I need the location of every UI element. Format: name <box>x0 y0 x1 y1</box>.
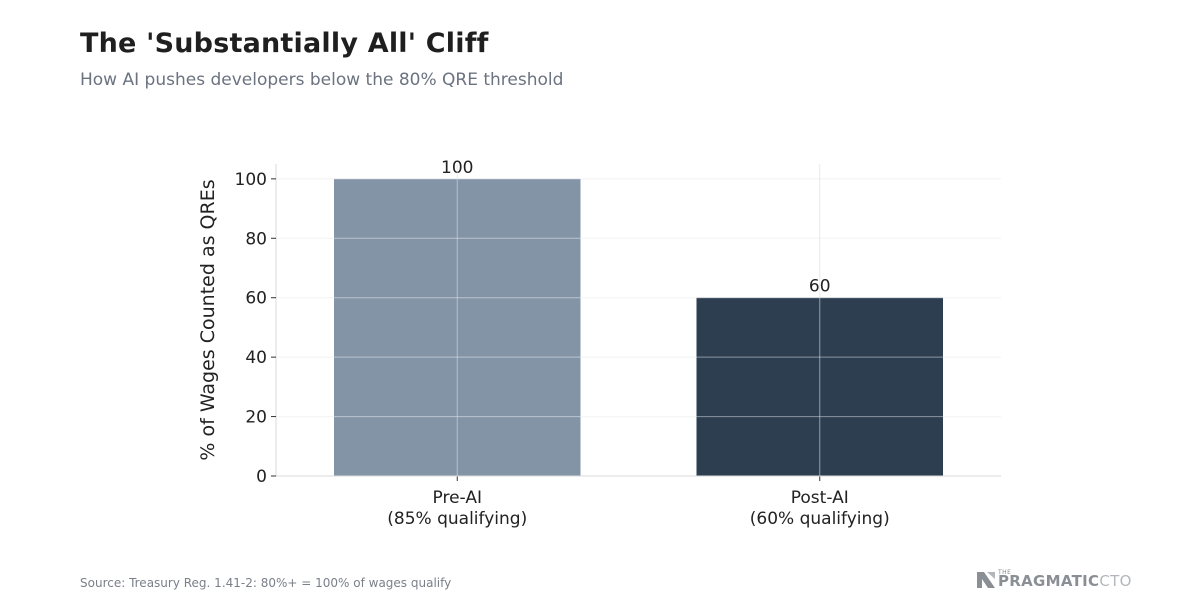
x-tick-label: (60% qualifying) <box>750 509 890 529</box>
bar-chart: 100 Pre-AI(85% qualifying) 60 Post-AI(60% q… <box>197 158 1001 529</box>
source-note: Source: Treasury Reg. 1.41-2: 80%+ = 100… <box>80 576 452 590</box>
y-axis-title: % of Wages Counted as QREs <box>197 179 219 460</box>
logo-wordmark: THE PRAGMATICCTO <box>998 569 1132 590</box>
x-tick-label: Post-AI <box>791 488 849 508</box>
y-tick-label: 80 <box>245 229 267 249</box>
brand-logo: THE PRAGMATICCTO <box>975 566 1132 590</box>
x-tick-label: (85% qualifying) <box>387 509 527 529</box>
y-tick-label: 40 <box>245 348 267 368</box>
logo-cto: CTO <box>1099 572 1132 590</box>
x-tick-label: Pre-AI <box>433 488 482 508</box>
pragmatic-cto-logo-icon <box>977 572 995 588</box>
logo-pragmatic: PRAGMATIC <box>998 572 1100 590</box>
logo-the: THE <box>998 569 1012 576</box>
y-tick-label: 60 <box>245 289 267 309</box>
y-tick-label: 100 <box>235 170 267 190</box>
chart-subtitle: How AI pushes developers below the 80% Q… <box>80 70 564 90</box>
y-tick-label: 0 <box>256 467 267 487</box>
chart-title: The 'Substantially All' Cliff <box>80 28 489 59</box>
y-tick-label: 20 <box>245 408 267 428</box>
